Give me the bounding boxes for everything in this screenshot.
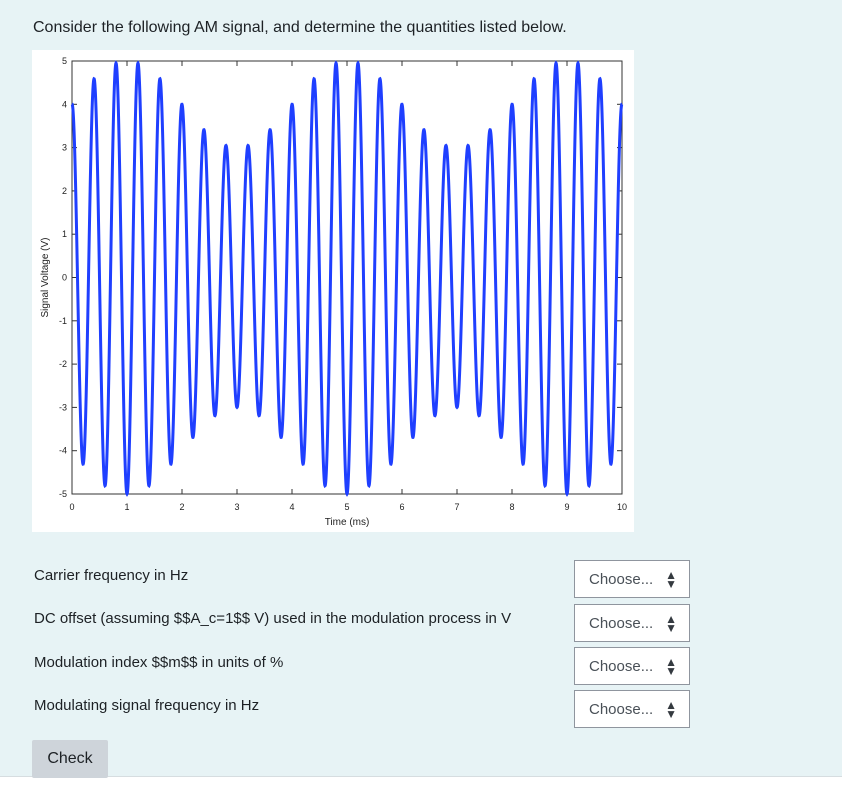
select-value: Choose... — [589, 570, 654, 588]
x-tick-label: 9 — [564, 502, 569, 512]
modulation-index-select[interactable]: Choose... ▲ ▼ — [574, 647, 690, 685]
question-label-modulation-index: Modulation index $$m$$ in units of % — [34, 654, 284, 671]
up-down-arrows-icon: ▲ ▼ — [665, 612, 677, 635]
modulating-frequency-select[interactable]: Choose... ▲ ▼ — [574, 690, 690, 728]
y-tick-label: 2 — [62, 186, 67, 196]
check-button[interactable]: Check — [32, 740, 108, 778]
y-tick-label: 5 — [62, 56, 67, 66]
question-label-modulating-frequency: Modulating signal frequency in Hz — [34, 697, 260, 714]
y-tick-label: -1 — [59, 316, 67, 326]
signal-line — [70, 60, 624, 497]
x-tick-label: 5 — [344, 502, 349, 512]
y-tick-label: -5 — [59, 489, 67, 499]
y-axis-label: Signal Voltage (V) — [40, 237, 51, 317]
y-tick-label: -4 — [59, 446, 67, 456]
y-tick-label: 1 — [62, 229, 67, 239]
x-tick-label: 6 — [399, 502, 404, 512]
carrier-frequency-select[interactable]: Choose... ▲ ▼ — [574, 560, 690, 598]
select-value: Choose... — [589, 614, 654, 632]
x-tick-label: 7 — [454, 502, 459, 512]
am-signal-plot: 0 1 2 3 4 5 6 7 8 9 10 5 4 3 2 1 0 -1 -2 -3 -4 -5 Time (ms) Sig… — [32, 50, 634, 532]
y-tick-label: 3 — [62, 143, 67, 153]
x-tick-label: 8 — [509, 502, 514, 512]
x-tick-label: 10 — [617, 502, 627, 512]
y-tick-label: -3 — [59, 402, 67, 412]
x-tick-label: 3 — [234, 502, 239, 512]
x-tick-label: 4 — [289, 502, 294, 512]
y-tick-label: 4 — [62, 99, 67, 109]
dc-offset-select[interactable]: Choose... ▲ ▼ — [574, 604, 690, 642]
up-down-arrows-icon: ▲ ▼ — [665, 655, 677, 678]
x-tick-label: 0 — [69, 502, 74, 512]
up-down-arrows-icon: ▲ ▼ — [665, 698, 677, 721]
question-prompt: Consider the following AM signal, and de… — [33, 19, 567, 36]
question-label-dc-offset: DC offset (assuming $$A_c=1$$ V) used in… — [34, 610, 512, 627]
up-down-arrows-icon: ▲ ▼ — [665, 568, 677, 591]
question-label-carrier-frequency: Carrier frequency in Hz — [34, 567, 189, 584]
x-tick-label: 1 — [124, 502, 129, 512]
x-tick-label: 2 — [179, 502, 184, 512]
x-axis-label: Time (ms) — [325, 517, 370, 528]
y-tick-label: 0 — [62, 273, 67, 283]
y-tick-label: -2 — [59, 359, 67, 369]
select-value: Choose... — [589, 657, 654, 675]
select-value: Choose... — [589, 700, 654, 718]
